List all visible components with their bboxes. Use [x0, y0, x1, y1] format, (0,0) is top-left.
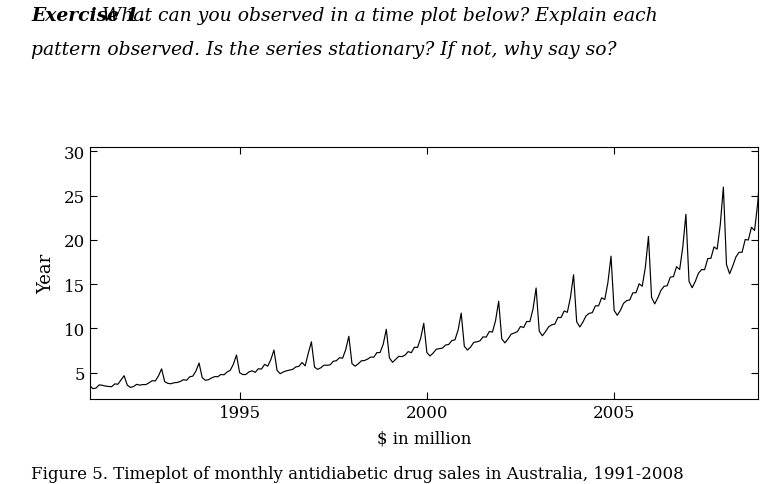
Y-axis label: Year: Year — [37, 254, 55, 293]
Text: Exercise 1.: Exercise 1. — [31, 7, 145, 25]
Text: pattern observed. Is the series stationary? If not, why say so?: pattern observed. Is the series stationa… — [31, 41, 617, 59]
Text: Figure 5. Timeplot of monthly antidiabetic drug sales in Australia, 1991-2008: Figure 5. Timeplot of monthly antidiabet… — [31, 465, 684, 482]
Text: What can you observed in a time plot below? Explain each: What can you observed in a time plot bel… — [96, 7, 658, 25]
X-axis label: $ in million: $ in million — [376, 429, 471, 446]
